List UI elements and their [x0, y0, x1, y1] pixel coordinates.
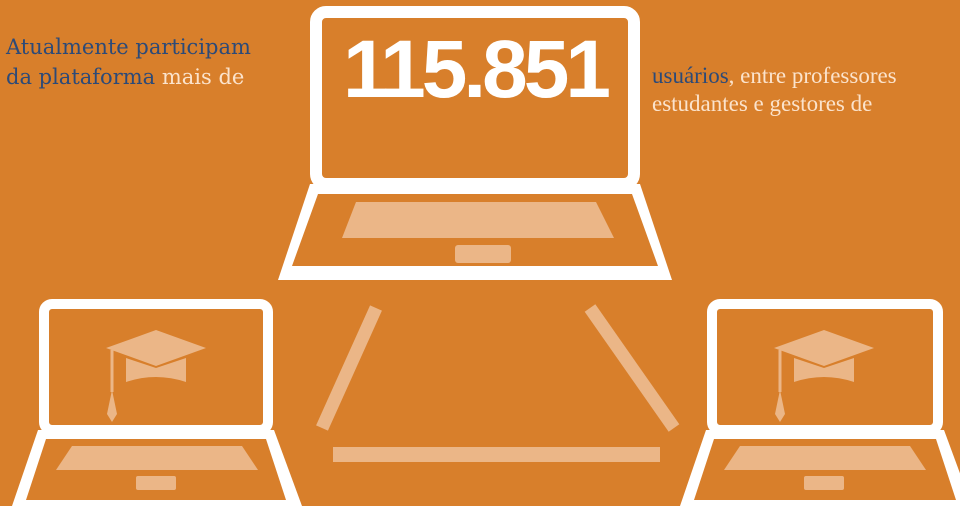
text: , entre professores	[728, 63, 897, 88]
user-count: 115.851	[343, 24, 611, 115]
laptop-center	[278, 6, 672, 280]
outro-line: estudantes e gestores de	[652, 91, 873, 116]
connector	[584, 304, 680, 432]
text: mais de	[161, 65, 245, 89]
laptop-left	[12, 299, 302, 506]
connector	[316, 305, 382, 431]
highlight: usuários	[652, 63, 729, 88]
intro-line: da plataforma mais de	[6, 62, 251, 92]
connector	[333, 447, 660, 462]
outro-text: usuários, entre professores estudantes e…	[652, 62, 897, 118]
intro-line: Atualmente participam	[6, 35, 251, 59]
highlight: da plataforma	[6, 65, 156, 89]
intro-text: Atualmente participam da plataforma mais…	[6, 32, 251, 92]
laptop-right	[680, 299, 960, 506]
outro-line: usuários, entre professores	[652, 62, 897, 90]
